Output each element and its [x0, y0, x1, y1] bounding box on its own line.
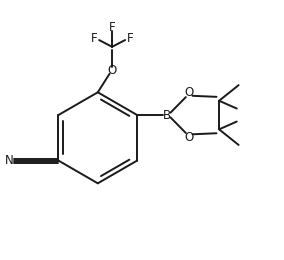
Text: B: B: [163, 109, 171, 122]
Text: N: N: [5, 154, 13, 167]
Text: O: O: [185, 132, 194, 145]
Text: O: O: [107, 64, 117, 77]
Text: F: F: [109, 21, 115, 34]
Text: F: F: [126, 32, 133, 45]
Text: O: O: [185, 86, 194, 99]
Text: F: F: [91, 32, 98, 45]
